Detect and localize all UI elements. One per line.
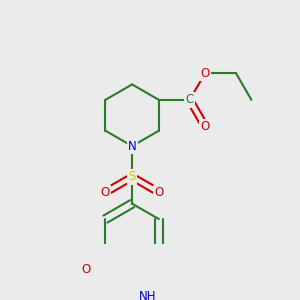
Text: O: O [154, 186, 164, 199]
Text: O: O [81, 263, 91, 276]
Text: NH: NH [139, 290, 156, 300]
Text: O: O [200, 120, 210, 133]
Text: O: O [101, 186, 110, 199]
Text: C: C [186, 93, 194, 106]
Text: O: O [200, 67, 210, 80]
Text: S: S [128, 170, 136, 184]
Text: N: N [128, 140, 136, 153]
